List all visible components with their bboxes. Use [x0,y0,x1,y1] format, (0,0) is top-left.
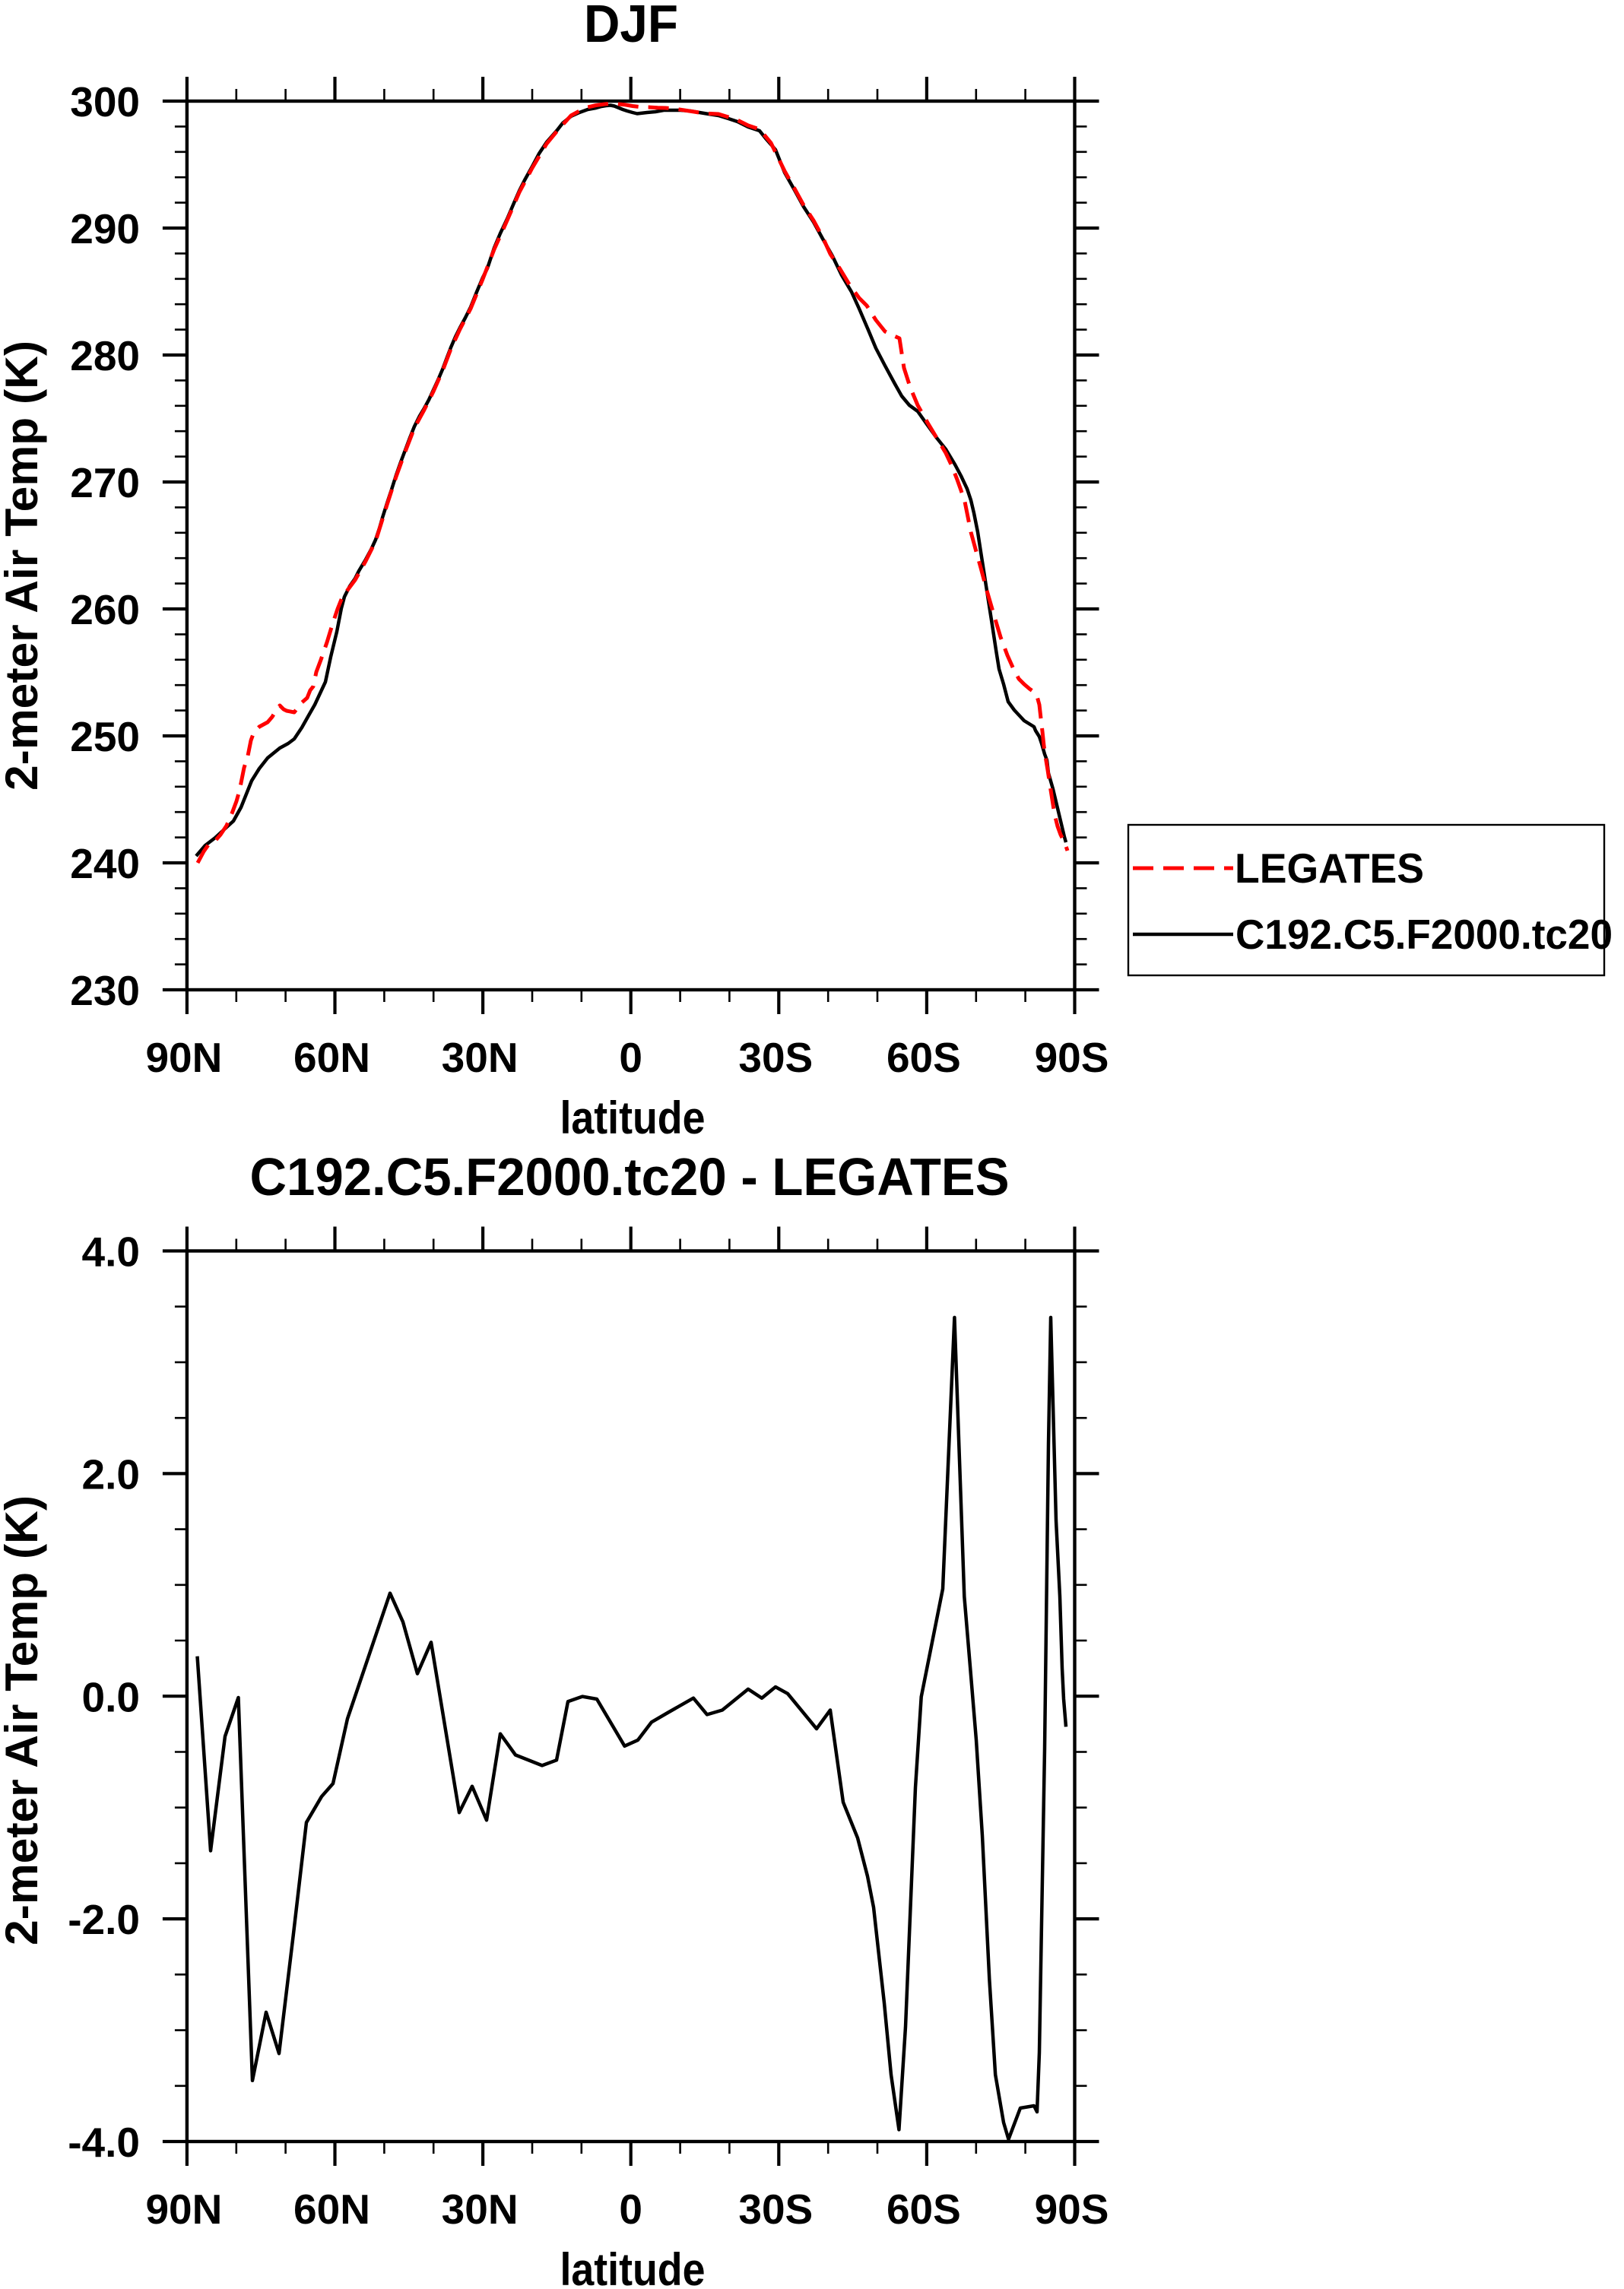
svg-text:0: 0 [619,1034,642,1081]
svg-text:-4.0: -4.0 [68,2119,140,2166]
svg-text:2.0: 2.0 [82,1450,140,1498]
svg-text:60N: 60N [293,2186,370,2233]
svg-text:250: 250 [70,713,140,760]
svg-text:30N: 30N [442,2186,519,2233]
svg-text:60N: 60N [293,1034,370,1081]
svg-text:0: 0 [619,2186,642,2233]
svg-text:DJF: DJF [584,0,678,53]
svg-text:4.0: 4.0 [82,1229,140,1276]
svg-text:90S: 90S [1035,1034,1109,1081]
svg-text:C192.C5.F2000.tc20: C192.C5.F2000.tc20 [1235,911,1613,958]
svg-text:260: 260 [70,586,140,633]
svg-text:-2.0: -2.0 [68,1896,140,1943]
svg-text:30N: 30N [442,1034,519,1081]
svg-text:2-meter Air Temp (K): 2-meter Air Temp (K) [0,1495,47,1945]
svg-text:LEGATES: LEGATES [1235,845,1424,892]
svg-text:290: 290 [70,205,140,252]
svg-text:30S: 30S [738,2186,813,2233]
svg-text:latitude: latitude [560,1092,706,1143]
svg-text:30S: 30S [738,1034,813,1081]
svg-text:C192.C5.F2000.tc20 - LEGATES: C192.C5.F2000.tc20 - LEGATES [250,1147,1010,1206]
svg-text:300: 300 [70,78,140,125]
svg-text:90N: 90N [145,1034,222,1081]
svg-text:90S: 90S [1035,2186,1109,2233]
svg-text:270: 270 [70,459,140,506]
svg-text:latitude: latitude [560,2244,706,2289]
svg-text:240: 240 [70,840,140,887]
svg-text:280: 280 [70,332,140,379]
svg-text:0.0: 0.0 [82,1673,140,1720]
svg-text:230: 230 [70,967,140,1014]
svg-text:60S: 60S [887,1034,961,1081]
svg-text:90N: 90N [145,2186,222,2233]
svg-text:60S: 60S [887,2186,961,2233]
svg-text:2-meter Air Temp (K): 2-meter Air Temp (K) [0,341,47,791]
